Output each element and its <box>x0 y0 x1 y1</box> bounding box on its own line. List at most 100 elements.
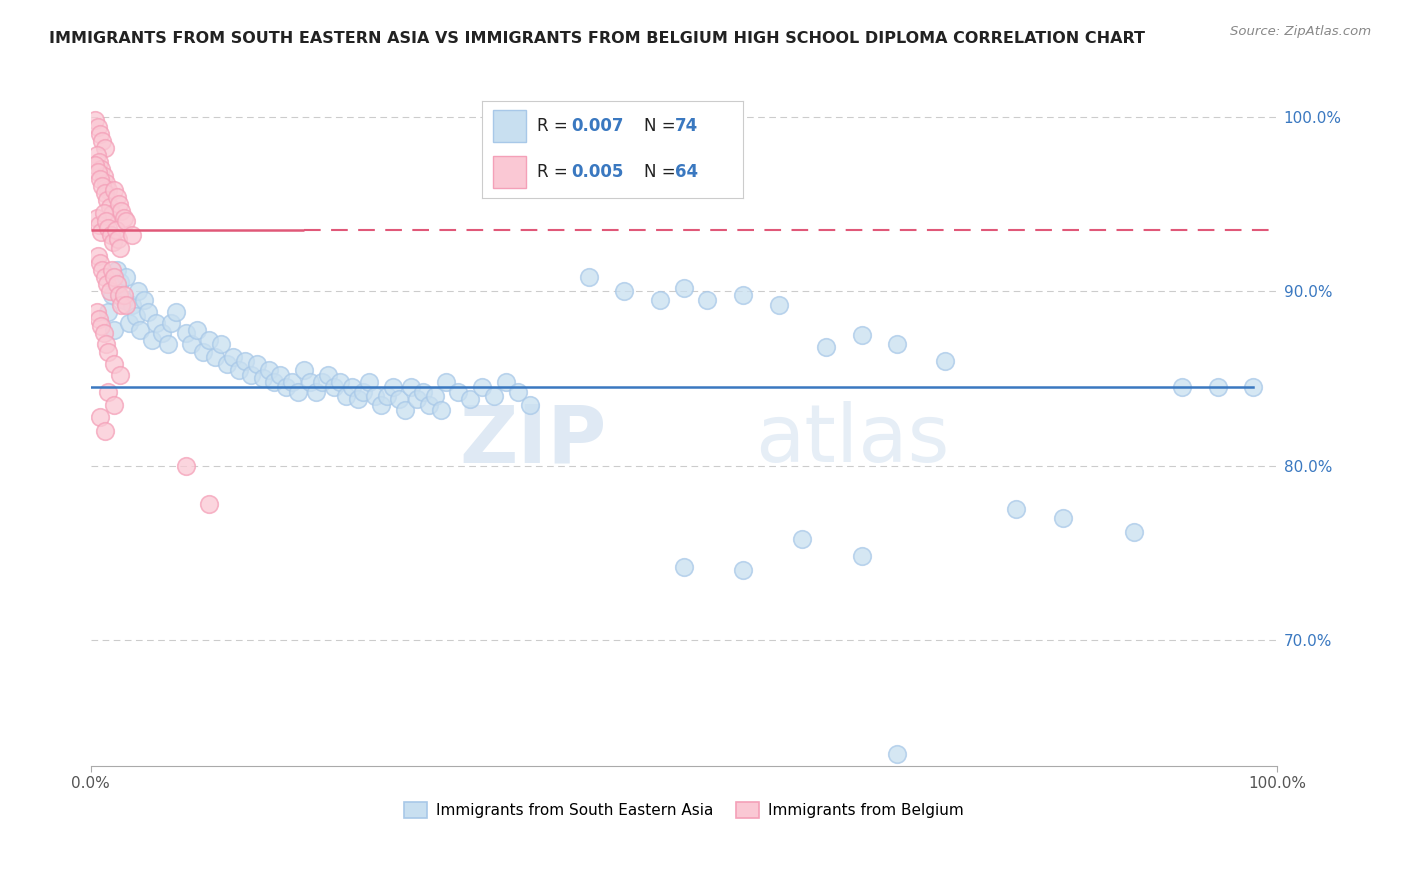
Point <box>115 214 138 228</box>
Point <box>311 375 333 389</box>
Point <box>108 287 131 301</box>
Point <box>94 141 117 155</box>
Point <box>84 159 107 173</box>
Point <box>204 351 226 365</box>
Point <box>263 375 285 389</box>
Point <box>145 316 167 330</box>
Point <box>886 336 908 351</box>
Point <box>352 385 374 400</box>
Point <box>851 549 873 564</box>
Point <box>110 276 132 290</box>
Point <box>672 560 695 574</box>
Point <box>103 322 125 336</box>
Point <box>117 316 139 330</box>
Point <box>150 326 173 340</box>
Point <box>239 368 262 382</box>
Point <box>287 385 309 400</box>
Point <box>94 214 117 228</box>
Point <box>107 232 129 246</box>
Point <box>103 358 125 372</box>
Point <box>100 228 122 243</box>
Point <box>340 380 363 394</box>
Point <box>86 305 108 319</box>
Point <box>105 277 128 292</box>
Point <box>180 336 202 351</box>
Point <box>1171 380 1194 394</box>
Point <box>934 354 956 368</box>
Point <box>458 392 481 407</box>
Point <box>89 127 111 141</box>
Point <box>103 270 125 285</box>
Point <box>418 398 440 412</box>
Point <box>731 563 754 577</box>
Point <box>90 319 112 334</box>
Point <box>209 336 232 351</box>
Point <box>98 200 121 214</box>
Point <box>215 358 238 372</box>
Point <box>276 380 298 394</box>
Point <box>299 375 322 389</box>
Point <box>886 747 908 761</box>
Point <box>87 155 110 169</box>
Point <box>394 402 416 417</box>
Point <box>86 211 108 225</box>
Point <box>121 228 143 243</box>
Point <box>112 211 135 225</box>
Point <box>87 218 110 232</box>
Point <box>578 270 600 285</box>
Point <box>132 293 155 307</box>
Point <box>110 368 132 382</box>
Point <box>233 354 256 368</box>
Point <box>257 362 280 376</box>
Point <box>815 340 838 354</box>
Point <box>125 309 148 323</box>
Point <box>246 358 269 372</box>
Point <box>1005 502 1028 516</box>
Point <box>346 392 368 407</box>
Point <box>359 375 381 389</box>
Point <box>101 263 124 277</box>
Point <box>1052 511 1074 525</box>
Point <box>127 284 149 298</box>
Point <box>105 263 128 277</box>
Point <box>375 389 398 403</box>
Point <box>186 322 208 336</box>
Point <box>329 375 352 389</box>
Point <box>198 333 221 347</box>
Point <box>94 336 117 351</box>
Point <box>110 203 132 218</box>
Point <box>94 270 117 285</box>
Point <box>388 392 411 407</box>
Point <box>115 270 138 285</box>
Point <box>97 385 120 400</box>
Point <box>101 207 124 221</box>
Point <box>696 293 718 307</box>
Point <box>101 287 124 301</box>
Point <box>112 293 135 307</box>
Point <box>108 197 131 211</box>
Point <box>160 316 183 330</box>
Point <box>1123 524 1146 539</box>
Point <box>91 134 114 148</box>
Point <box>648 293 671 307</box>
Point <box>174 458 197 473</box>
Point <box>335 389 357 403</box>
Point <box>90 225 112 239</box>
Point <box>103 398 125 412</box>
Point <box>731 287 754 301</box>
Point <box>89 256 111 270</box>
Point <box>104 223 127 237</box>
Point <box>1206 380 1229 394</box>
Point <box>482 389 505 403</box>
Point <box>87 165 110 179</box>
Point <box>316 368 339 382</box>
Point <box>110 298 132 312</box>
Point <box>97 221 120 235</box>
Point <box>156 336 179 351</box>
Text: ZIP: ZIP <box>460 401 606 479</box>
Point <box>94 186 117 201</box>
Point <box>84 113 107 128</box>
Point <box>90 161 112 176</box>
Point <box>129 322 152 336</box>
Point <box>519 398 541 412</box>
